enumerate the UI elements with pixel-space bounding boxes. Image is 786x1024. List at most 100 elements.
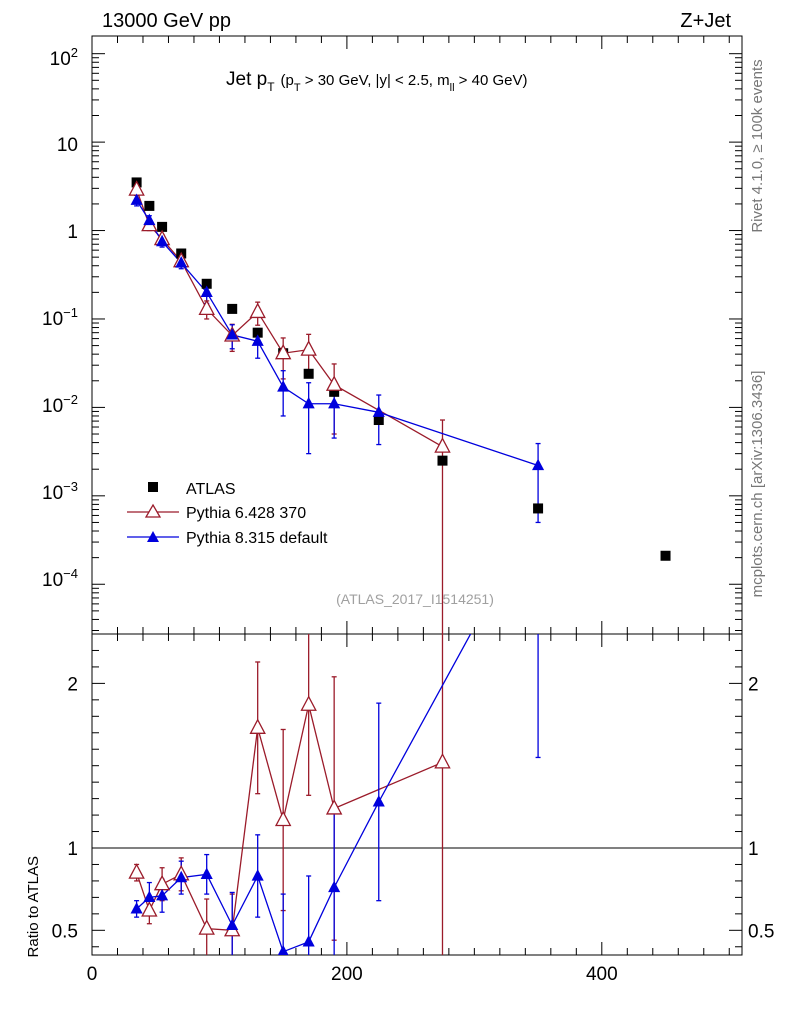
atlas-point <box>227 303 238 314</box>
pythia6-ratio-point <box>300 695 317 711</box>
y-tick-label-10: 10 <box>57 135 78 156</box>
pythia6-point <box>274 343 292 360</box>
y-tick-m4-base: 10 <box>42 570 63 591</box>
atlas-point <box>329 386 340 397</box>
pythia6-ratio-point <box>325 799 343 815</box>
y-tick-label-0.1: 10−1 <box>42 305 78 330</box>
pythia6-ratio-point <box>249 718 266 734</box>
ratio-tick-label-left: 0.5 <box>52 921 78 942</box>
analysis-tag: (ATLAS_2017_I1514251) <box>336 591 494 607</box>
pythia8-point <box>251 334 264 346</box>
legend-pythia8-marker <box>147 531 159 542</box>
ratio-tick-label-right: 1 <box>748 839 759 860</box>
pythia8-ratio-point <box>156 888 169 901</box>
title-cond-a-sub: T <box>294 82 301 94</box>
ratio-tick-label-right: 0.5 <box>748 921 774 942</box>
axis-ticks <box>91 36 742 955</box>
pythia8-point <box>532 458 545 471</box>
y-tick-label-0.0001: 10−4 <box>42 566 78 591</box>
atlas-point <box>437 455 448 466</box>
ratio-panel-frame <box>91 633 743 956</box>
ratio-tick-label-left: 2 <box>67 674 78 695</box>
y-tick-label-0.001: 10−3 <box>42 479 78 504</box>
title-main: Jet p <box>226 69 267 90</box>
pythia6-point <box>300 340 317 356</box>
pythia8-point <box>175 256 188 268</box>
pythia6-ratio-point <box>128 863 145 879</box>
pythia6-ratio-point <box>198 919 215 935</box>
title-cond-c: > 40 GeV) <box>455 72 528 89</box>
title-cond-a: (p <box>281 72 294 89</box>
pythia6-ratio-point <box>274 810 292 827</box>
y-tick-m1-exp: −1 <box>63 305 78 320</box>
ratio-tick-label-right: 2 <box>748 674 759 695</box>
atlas-point <box>373 415 384 426</box>
pythia8-point <box>277 380 290 392</box>
ratio-tick-labels: 0.5 0.5 1 1 2 2 <box>52 674 775 942</box>
x-tick-label: 400 <box>586 964 618 985</box>
legend-atlas-marker <box>148 482 158 492</box>
pythia8-point <box>143 213 156 226</box>
title-cond-b: > 30 GeV, |y| < 2.5, m <box>301 72 450 89</box>
y-tick-100-base: 10 <box>50 49 71 70</box>
pythia8-ratio-point <box>328 880 341 893</box>
main-data-layer <box>128 177 671 634</box>
y-tick-m4-exp: −4 <box>63 566 78 581</box>
y-tick-m2-base: 10 <box>42 396 63 417</box>
rivet-label: Rivet 4.1.0, ≥ 100k events <box>749 59 766 232</box>
y-tick-m3-base: 10 <box>42 483 63 504</box>
atlas-point <box>157 221 168 232</box>
pythia6-ratio-point <box>434 752 451 769</box>
pythia6-line <box>135 189 443 448</box>
pythia6-ratio-line <box>135 704 443 931</box>
legend-pythia6-marker <box>144 503 162 518</box>
legend-pythia6-label: Pythia 6.428 370 <box>186 505 306 522</box>
pythia8-ratio-point <box>251 869 264 881</box>
pythia8-point <box>372 405 385 417</box>
y-tick-label-1: 1 <box>67 222 78 243</box>
y-tick-m1-base: 10 <box>42 309 63 330</box>
atlas-point <box>252 327 263 338</box>
energy-label: 13000 GeV pp <box>102 10 231 32</box>
process-label: Z+Jet <box>680 10 731 32</box>
pythia6-point <box>198 299 215 316</box>
legend-pythia8-label: Pythia 8.315 default <box>186 530 328 547</box>
atlas-point <box>144 200 155 211</box>
x-tick-label: 200 <box>331 964 363 985</box>
ratio-y-label: Ratio to ATLAS <box>25 856 42 957</box>
pythia8-ratio-point <box>143 890 156 903</box>
legend: ATLAS Pythia 6.428 370 Pythia 8.315 defa… <box>127 481 328 547</box>
pythia8-point <box>328 396 341 409</box>
pythia8-ratio-point <box>175 870 188 883</box>
pythia8-ratio-point <box>302 935 315 947</box>
pythia8-ratio-point <box>226 918 239 930</box>
atlas-point <box>533 503 544 514</box>
pythia8-ratio-point <box>277 944 289 955</box>
y-tick-m2-exp: −2 <box>63 392 78 407</box>
pythia6-ratio-point <box>153 874 171 891</box>
title-cond-b-sub: ll <box>450 82 455 94</box>
pythia8-point <box>200 285 213 297</box>
pythia8-ratio-line <box>136 634 472 953</box>
pythia8-point <box>226 328 239 340</box>
pythia6-point <box>434 437 451 453</box>
title-main-sub: T <box>267 80 275 94</box>
pythia6-point <box>128 180 145 196</box>
main-y-tick-labels: 102 10 1 10−1 10−2 10−3 10−4 <box>42 45 78 591</box>
pythia8-point <box>130 193 143 205</box>
mcplots-label: mcplots.cern.ch [arXiv:1306.3436] <box>749 371 766 598</box>
pythia8-point <box>302 396 315 409</box>
pythia8-ratio-point <box>200 867 213 879</box>
ratio-data-layer <box>92 634 742 955</box>
atlas-point <box>201 278 212 289</box>
y-tick-100-exp: 2 <box>71 45 78 60</box>
legend-atlas-label: ATLAS <box>186 481 236 498</box>
pythia6-ratio-point <box>141 901 158 917</box>
pythia8-line <box>136 199 539 467</box>
x-tick-labels: 0 200 400 <box>87 964 618 985</box>
pythia6-point <box>325 375 343 391</box>
pythia8-point <box>156 234 169 247</box>
chart-title: Jet pT (pT > 30 GeV, |y| < 2.5, mll > 40 … <box>226 69 527 94</box>
pythia8-ratio-point <box>372 795 385 807</box>
